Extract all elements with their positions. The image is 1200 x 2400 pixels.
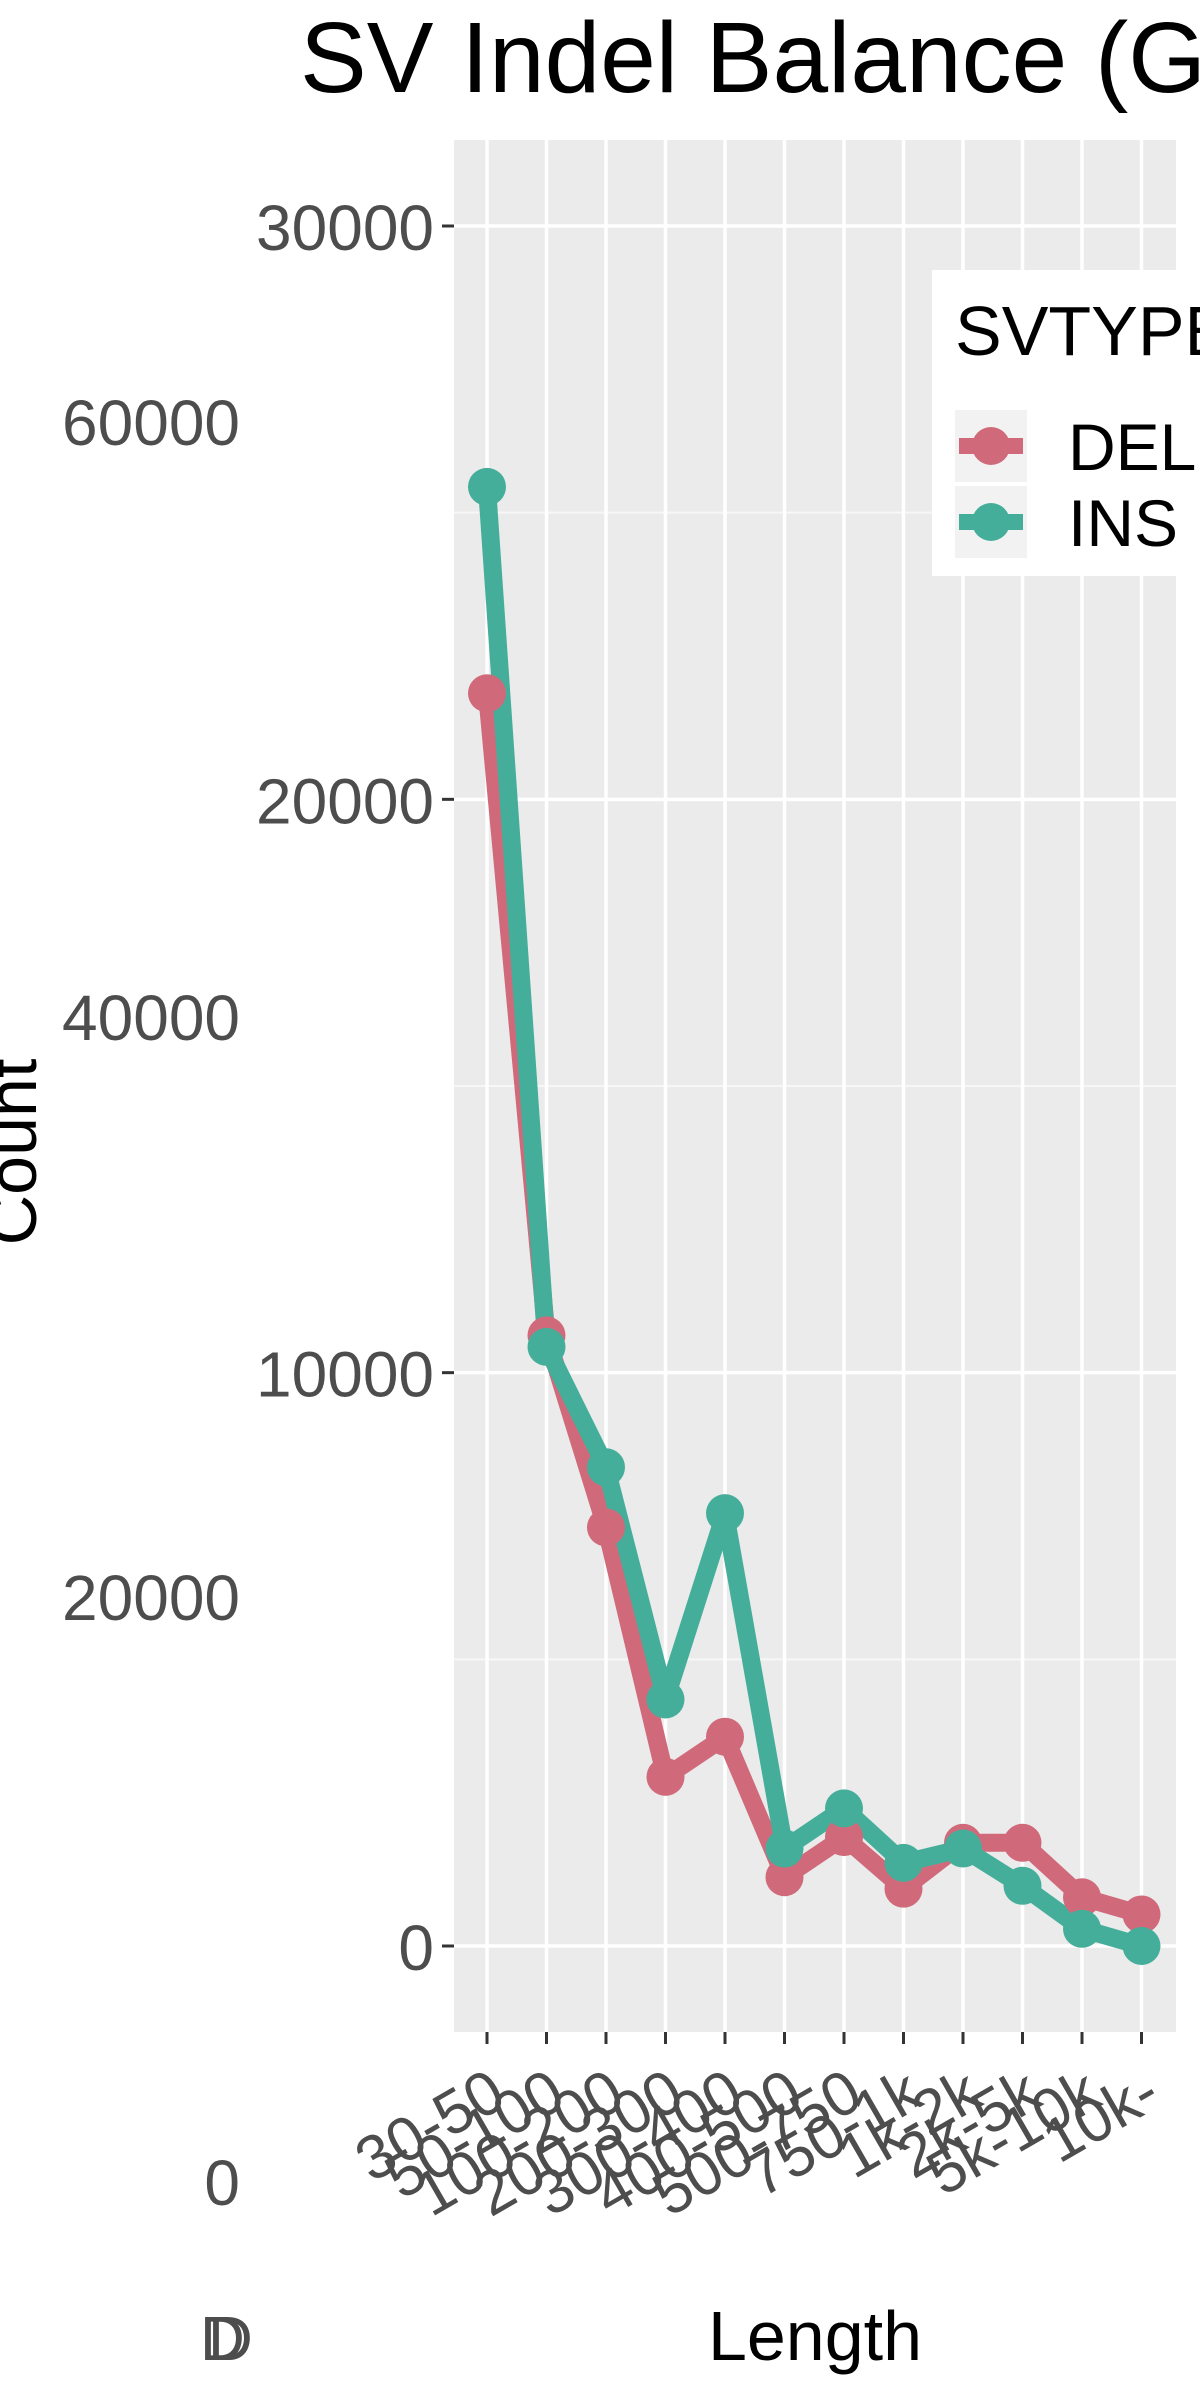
ghost-mark: D xyxy=(208,2305,253,2374)
chart-title: SV Indel Balance (GRCh xyxy=(300,2,1200,114)
data-point-del xyxy=(765,1858,804,1897)
x-axis-title: Length xyxy=(708,2297,922,2375)
data-point-ins xyxy=(1122,1927,1161,1965)
data-point-del xyxy=(587,1508,625,1547)
data-point-del xyxy=(646,1757,685,1796)
data-point-ins xyxy=(825,1789,863,1828)
ghost-tick-label: 0 xyxy=(204,2147,240,2219)
ghost-y-axis: 60000 40000 20000 0 DD xyxy=(62,387,253,2374)
y-tick-label: 30000 xyxy=(256,192,434,264)
data-point-ins xyxy=(884,1843,923,1882)
y-axis: 0 10000 20000 30000 xyxy=(256,192,454,1984)
y-tick-label: 0 xyxy=(398,1912,434,1984)
series-layer xyxy=(468,467,1161,1965)
y-tick-label: 20000 xyxy=(256,765,434,837)
data-point-del xyxy=(468,674,506,713)
legend-label-ins: INS xyxy=(1068,486,1178,560)
data-point-del xyxy=(825,1818,863,1857)
x-axis: 30-5050-100100-200200-300300-400400-5005… xyxy=(344,2032,1171,2230)
data-point-ins xyxy=(587,1448,625,1487)
y-tick-label: 10000 xyxy=(256,1339,434,1411)
ghost-tick-label: 60000 xyxy=(62,387,240,459)
legend-label-del: DEL xyxy=(1068,410,1196,484)
ghost-mark: D xyxy=(200,2305,245,2374)
data-point-del xyxy=(1063,1878,1101,1917)
legend-title: SVTYPE xyxy=(955,292,1200,370)
data-point-ins xyxy=(706,1494,744,1533)
data-point-ins xyxy=(1063,1909,1101,1948)
data-point-ins xyxy=(468,467,506,506)
data-point-ins xyxy=(527,1327,566,1366)
y-axis-title: Count xyxy=(0,1059,51,1246)
ghost-tick-label: 40000 xyxy=(62,982,240,1054)
legend-key-point xyxy=(972,427,1010,465)
data-point-ins xyxy=(765,1829,804,1868)
data-point-ins xyxy=(646,1680,685,1719)
data-point-del xyxy=(1122,1895,1161,1934)
data-point-del xyxy=(706,1717,744,1756)
legend-key-point xyxy=(972,503,1010,541)
data-point-ins xyxy=(944,1829,982,1868)
ghost-tick-label: 20000 xyxy=(62,1562,240,1634)
data-point-ins xyxy=(1003,1866,1042,1905)
data-point-del xyxy=(1003,1823,1042,1862)
